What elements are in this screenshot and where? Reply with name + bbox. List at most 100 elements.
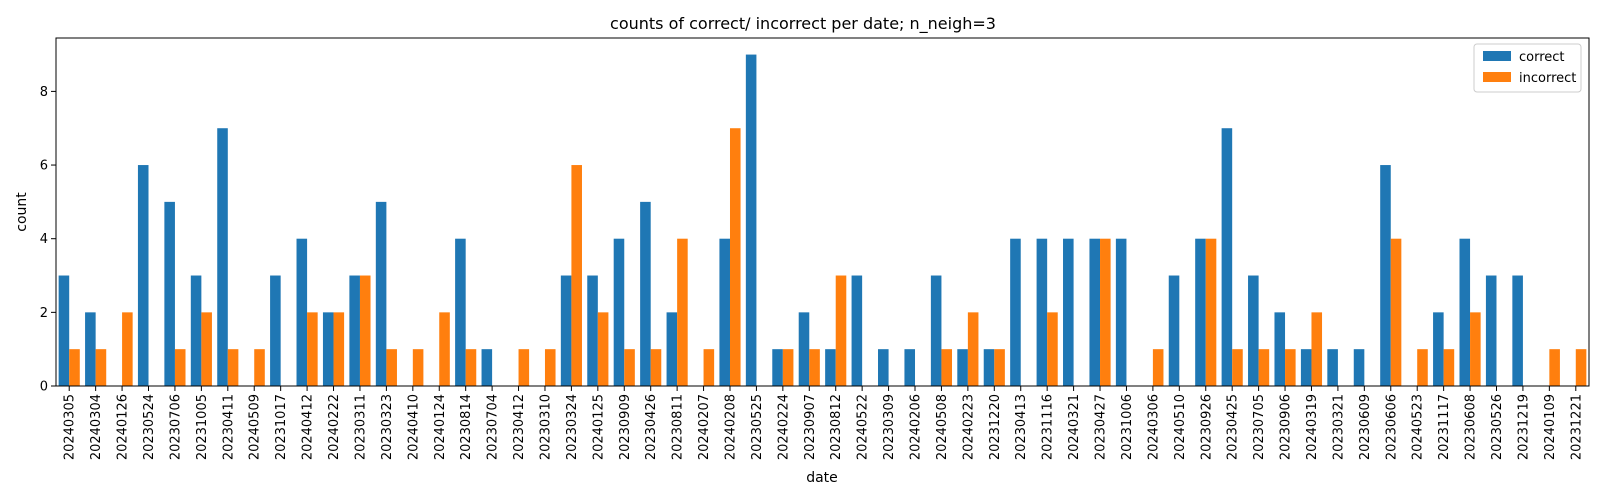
bar-incorrect-20230926 — [1205, 238, 1217, 386]
bar-incorrect-20231220 — [994, 349, 1005, 386]
bar-incorrect-20230606 — [1390, 238, 1402, 386]
x-tick-label: 20230909 — [618, 394, 633, 460]
x-tick-label: 20240109 — [1543, 394, 1558, 460]
bar-correct-20230321 — [1327, 349, 1338, 386]
bar-correct-20230606 — [1380, 165, 1391, 386]
bar-incorrect-20230411 — [227, 349, 239, 386]
x-tick-label: 20231017 — [274, 394, 289, 460]
bar-incorrect-20240223 — [967, 312, 979, 386]
bar-correct-20240510 — [1168, 275, 1180, 386]
bar-incorrect-20240124 — [439, 312, 450, 386]
x-tick-label: 20240223 — [961, 394, 976, 460]
bar-correct-20230704 — [481, 349, 493, 386]
bar-correct-20231005 — [190, 275, 202, 386]
x-tick-label: 20230524 — [142, 394, 157, 460]
x-tick-label: 20240222 — [327, 394, 342, 460]
bar-correct-20230426 — [640, 201, 651, 386]
bar-incorrect-20230311 — [359, 275, 371, 386]
x-tick-label: 20230412 — [512, 394, 527, 460]
bar-incorrect-20230608 — [1470, 312, 1481, 386]
legend-label-correct: correct — [1519, 50, 1565, 65]
bar-incorrect-20240523 — [1417, 349, 1428, 386]
x-tick-label: 20240321 — [1067, 394, 1082, 460]
bar-incorrect-20231116 — [1047, 312, 1058, 386]
bar-incorrect-20230323 — [386, 349, 397, 386]
bar-correct-20230608 — [1459, 238, 1471, 386]
bar-correct-20230311 — [349, 275, 360, 386]
bar-correct-20231116 — [1036, 238, 1048, 386]
chart-title: counts of correct/ incorrect per date; n… — [610, 14, 996, 34]
x-tick-label: 20230704 — [486, 394, 501, 460]
x-tick-label: 20240522 — [856, 394, 871, 460]
bar-correct-20240522 — [851, 275, 863, 386]
bar-incorrect-20240508 — [941, 349, 953, 386]
bar-correct-20240222 — [322, 312, 334, 386]
x-tick-label: 20230324 — [565, 394, 580, 460]
x-tick-label: 20231220 — [988, 394, 1003, 460]
x-axis-ticks: 20240305 20240304 20240126 20230524 20230706… — [63, 386, 1584, 460]
bar-correct-20230524 — [137, 165, 149, 386]
bar-incorrect-20240207 — [703, 349, 715, 386]
bar-incorrect-20240509 — [254, 349, 265, 386]
x-tick-label: 20230706 — [168, 394, 183, 460]
bar-incorrect-20240208 — [729, 128, 741, 386]
bar-correct-20230909 — [613, 238, 625, 386]
y-axis-label: count — [14, 192, 30, 232]
bar-correct-20230324 — [560, 275, 572, 386]
x-tick-label: 20230608 — [1464, 394, 1479, 460]
legend-swatch-incorrect — [1483, 72, 1511, 82]
x-tick-label: 20230526 — [1490, 394, 1505, 460]
bar-incorrect-20230426 — [650, 349, 662, 386]
bar-incorrect-20230906 — [1285, 349, 1296, 386]
bar-correct-20230526 — [1485, 275, 1497, 386]
bar-correct-20231219 — [1512, 275, 1523, 386]
y-tick-label: 0 — [40, 380, 48, 395]
x-tick-label: 20230705 — [1252, 394, 1267, 460]
bar-correct-20240319 — [1300, 349, 1312, 386]
x-tick-label: 20230906 — [1279, 394, 1294, 460]
x-tick-label: 20240126 — [116, 394, 131, 460]
x-tick-label: 20230425 — [1226, 394, 1241, 460]
bar-correct-20231220 — [983, 349, 995, 386]
x-tick-label: 20230907 — [803, 394, 818, 460]
x-tick-label: 20231219 — [1516, 394, 1531, 460]
bar-correct-20240305 — [58, 275, 70, 386]
bar-correct-20230427 — [1089, 238, 1101, 386]
y-tick-label: 2 — [40, 306, 48, 321]
bar-incorrect-20240319 — [1311, 312, 1323, 386]
bar-incorrect-20230812 — [835, 275, 847, 386]
bar-incorrect-20240222 — [333, 312, 345, 386]
y-axis-ticks: 0 2 4 6 8 — [40, 85, 56, 395]
bar-correct-20240224 — [772, 349, 783, 386]
bar-correct-20240321 — [1063, 238, 1074, 386]
bar-incorrect-20240305 — [69, 349, 80, 386]
bar-incorrect-20230909 — [624, 349, 635, 386]
x-tick-label: 20240208 — [723, 394, 738, 460]
x-tick-label: 20240124 — [433, 394, 448, 460]
x-tick-label: 20230411 — [221, 394, 236, 460]
x-tick-label: 20231006 — [1120, 394, 1135, 460]
bar-correct-20230609 — [1353, 349, 1365, 386]
bar-incorrect-20230705 — [1258, 349, 1270, 386]
x-tick-label: 20240304 — [89, 394, 104, 460]
x-tick-label: 20240412 — [301, 394, 316, 460]
x-tick-label: 20240206 — [909, 394, 924, 460]
bar-incorrect-20240412 — [307, 312, 318, 386]
bar-correct-20230323 — [375, 201, 387, 386]
bar-incorrect-20240304 — [95, 349, 107, 386]
bar-incorrect-20230706 — [174, 349, 186, 386]
x-tick-label: 20231117 — [1437, 394, 1452, 460]
bar-correct-20231017 — [270, 275, 281, 386]
bar-correct-20230411 — [217, 128, 228, 386]
x-tick-label: 20240306 — [1146, 394, 1161, 460]
y-tick-label: 6 — [40, 159, 48, 174]
x-tick-label: 20230311 — [353, 394, 368, 460]
y-tick-label: 8 — [40, 85, 48, 100]
y-tick-label: 4 — [40, 232, 48, 247]
x-tick-label: 20240207 — [697, 394, 712, 460]
bar-incorrect-20230310 — [544, 349, 556, 386]
x-tick-label: 20231221 — [1569, 394, 1584, 460]
x-tick-label: 20240224 — [776, 394, 791, 460]
bar-incorrect-20231117 — [1443, 349, 1455, 386]
